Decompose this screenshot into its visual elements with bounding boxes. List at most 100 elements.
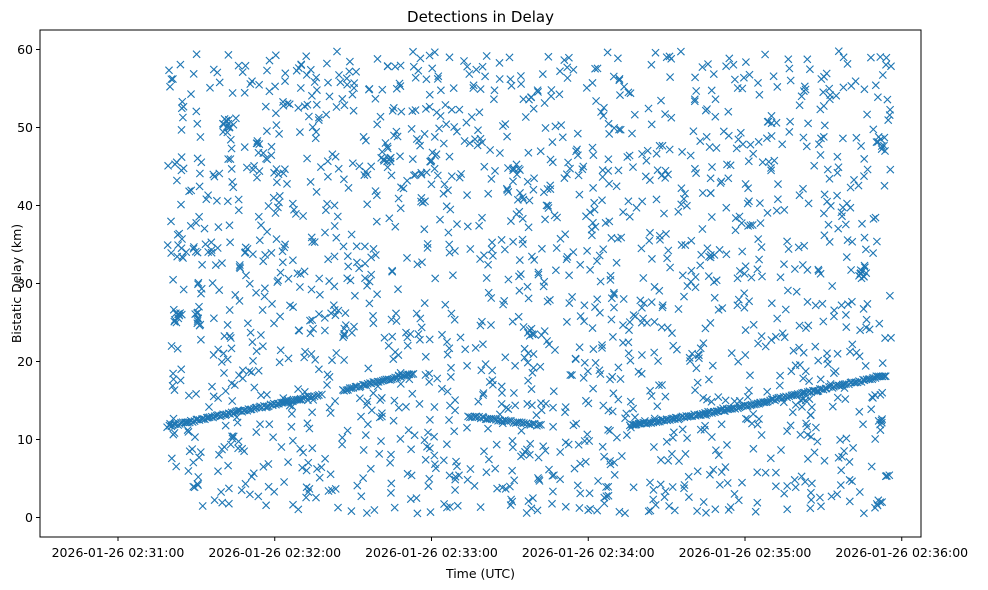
data-point bbox=[422, 75, 431, 84]
data-point bbox=[227, 344, 236, 353]
data-point bbox=[501, 353, 510, 362]
data-point bbox=[308, 408, 317, 417]
data-point bbox=[779, 398, 788, 407]
data-point bbox=[696, 344, 705, 353]
data-point bbox=[694, 350, 703, 359]
data-point bbox=[566, 371, 575, 379]
data-point bbox=[396, 379, 405, 388]
data-point bbox=[851, 77, 860, 86]
data-point bbox=[179, 164, 188, 173]
data-point bbox=[212, 196, 221, 205]
data-point bbox=[507, 81, 516, 90]
data-point bbox=[741, 262, 750, 271]
data-point bbox=[706, 318, 715, 327]
data-point bbox=[271, 109, 280, 118]
data-point bbox=[586, 265, 595, 274]
data-point bbox=[639, 274, 648, 282]
data-point bbox=[607, 233, 616, 242]
data-point bbox=[219, 127, 228, 136]
data-point bbox=[406, 495, 415, 504]
data-point bbox=[799, 395, 807, 404]
data-point bbox=[878, 372, 887, 381]
data-point bbox=[279, 169, 288, 178]
data-point bbox=[738, 84, 747, 93]
data-point bbox=[220, 442, 229, 451]
data-point bbox=[625, 326, 633, 335]
data-point bbox=[349, 106, 358, 115]
data-point bbox=[693, 507, 702, 515]
data-point bbox=[504, 187, 513, 196]
data-point bbox=[304, 112, 313, 121]
data-point bbox=[480, 251, 488, 260]
data-point bbox=[439, 456, 448, 465]
data-point bbox=[829, 312, 838, 321]
data-point bbox=[223, 320, 232, 329]
data-point bbox=[395, 79, 404, 88]
data-point bbox=[626, 89, 635, 98]
data-point bbox=[581, 457, 590, 466]
data-point bbox=[859, 304, 868, 313]
data-point bbox=[704, 375, 713, 384]
y-tick-label: 0 bbox=[25, 510, 33, 525]
data-point bbox=[643, 318, 651, 327]
data-point bbox=[677, 240, 686, 249]
data-point bbox=[183, 426, 192, 435]
data-point bbox=[198, 502, 207, 510]
data-point bbox=[528, 330, 537, 339]
data-point bbox=[448, 271, 457, 280]
data-point bbox=[237, 486, 246, 495]
data-point bbox=[882, 53, 891, 62]
data-point bbox=[373, 290, 382, 299]
data-point bbox=[650, 348, 659, 357]
data-point bbox=[345, 57, 354, 66]
data-point bbox=[816, 151, 825, 159]
data-point bbox=[690, 97, 699, 106]
data-point bbox=[396, 204, 405, 213]
data-point bbox=[389, 416, 398, 425]
data-point bbox=[432, 150, 441, 159]
data-point bbox=[437, 384, 446, 393]
data-point bbox=[312, 493, 320, 502]
data-point bbox=[598, 196, 606, 205]
data-point bbox=[850, 175, 858, 184]
data-point bbox=[508, 317, 517, 326]
data-point bbox=[433, 171, 442, 180]
data-point bbox=[294, 103, 303, 112]
data-point bbox=[643, 146, 652, 155]
data-point bbox=[173, 344, 182, 353]
data-point bbox=[300, 387, 309, 396]
data-point bbox=[350, 84, 358, 92]
data-point bbox=[340, 101, 349, 110]
data-point bbox=[819, 385, 828, 394]
data-point bbox=[852, 133, 861, 142]
data-point bbox=[218, 259, 226, 268]
data-point bbox=[542, 201, 551, 210]
data-point bbox=[717, 177, 726, 186]
data-point bbox=[667, 449, 676, 458]
data-point bbox=[234, 206, 243, 215]
data-point bbox=[508, 443, 517, 452]
data-point bbox=[644, 104, 653, 113]
data-point bbox=[281, 69, 290, 78]
data-point bbox=[826, 380, 835, 388]
data-point bbox=[175, 229, 184, 238]
data-point bbox=[732, 144, 741, 153]
chart-title: Detections in Delay bbox=[407, 8, 554, 26]
data-point bbox=[854, 181, 863, 190]
data-point bbox=[588, 324, 597, 333]
data-point bbox=[275, 358, 284, 367]
data-point bbox=[541, 215, 550, 224]
data-point bbox=[704, 60, 712, 69]
data-point bbox=[371, 251, 380, 259]
data-point bbox=[425, 335, 434, 344]
data-point bbox=[292, 66, 301, 75]
data-point bbox=[304, 458, 313, 467]
data-point bbox=[631, 413, 639, 422]
data-point bbox=[640, 417, 649, 425]
data-point bbox=[860, 233, 869, 242]
data-point bbox=[584, 506, 593, 515]
data-point bbox=[753, 498, 762, 507]
data-point bbox=[735, 396, 744, 405]
data-point bbox=[649, 485, 658, 494]
data-point bbox=[696, 261, 705, 270]
